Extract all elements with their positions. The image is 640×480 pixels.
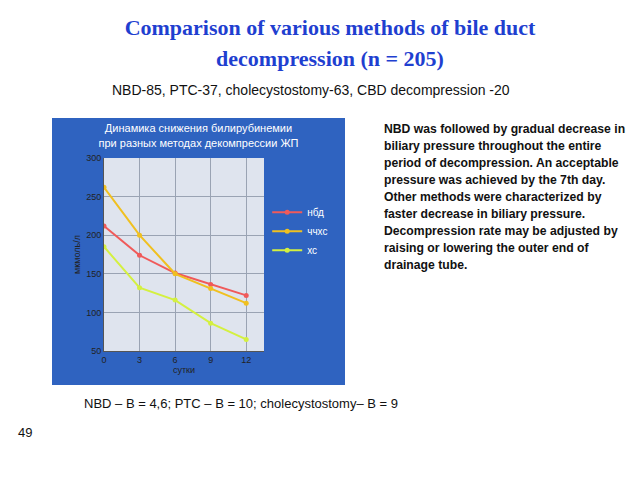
svg-text:150: 150 — [86, 269, 101, 279]
svg-text:250: 250 — [86, 192, 101, 202]
svg-text:6: 6 — [173, 355, 178, 365]
html-text:49: 49 — [18, 425, 33, 440]
svg-text:12: 12 — [241, 355, 251, 365]
html-text:NBD was followed by gradual de: NBD was followed by gradual decrease in … — [384, 122, 626, 272]
svg-text:9: 9 — [208, 355, 213, 365]
svg-text:мкмоль/л: мкмоль/л — [72, 235, 82, 274]
svg-text:200: 200 — [86, 230, 101, 240]
svg-text:0: 0 — [101, 355, 106, 365]
svg-text:ччхс: ччхс — [307, 226, 327, 237]
html-text:Comparison of various methods: Comparison of various methods of bile du… — [124, 15, 536, 71]
svg-text:100: 100 — [86, 308, 101, 318]
html-text:NBD-85, PTC-37, cholecystostom: NBD-85, PTC-37, cholecystostomy-63, CBD … — [112, 82, 510, 98]
svg-text:сутки: сутки — [173, 365, 195, 375]
svg-text:50: 50 — [91, 346, 101, 356]
svg-text:300: 300 — [86, 153, 101, 163]
svg-text:нбд: нбд — [307, 207, 324, 218]
svg-text:3: 3 — [137, 355, 142, 365]
html-text:NBD – B = 4,6; PTC – B = 10; c: NBD – B = 4,6; PTC – B = 10; cholecystos… — [84, 396, 398, 411]
svg-text:Динамика снижения билирубинеми: Динамика снижения билирубинемиипри разны… — [99, 122, 299, 148]
svg-text:хс: хс — [307, 245, 317, 256]
